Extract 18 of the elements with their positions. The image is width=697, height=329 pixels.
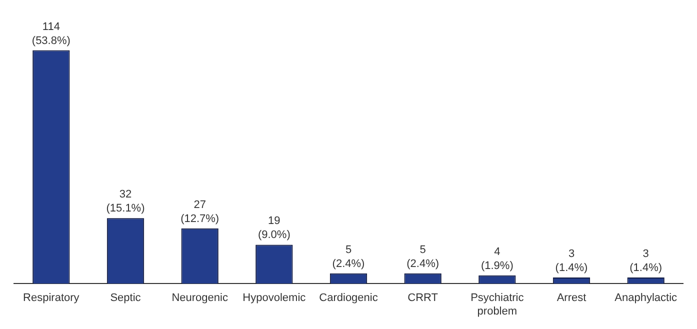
data-label: 5 (2.4%)	[406, 244, 440, 270]
x-tick-label: Arrest	[556, 292, 586, 304]
data-label: 27 (12.7%)	[180, 198, 220, 225]
x-tick-label: Psychiatric problem	[470, 292, 524, 318]
data-label: 3 (1.4%)	[555, 248, 588, 274]
x-tick-label: Cardiogenic	[319, 292, 378, 304]
x-tick-label: Septic	[110, 292, 142, 304]
x-tick-label: Hypovolemic	[242, 292, 306, 304]
x-tick-label: CRRT	[408, 292, 438, 304]
data-label: 32 (15.1%)	[106, 188, 145, 215]
data-label: 5 (2.4%)	[332, 244, 365, 270]
data-label: 3 (1.4%)	[630, 248, 662, 274]
x-tick-label: Anaphylactic	[614, 292, 678, 304]
x-tick-label: Respiratory	[23, 292, 80, 304]
data-label: 4 (1.9%)	[480, 246, 514, 272]
data-label: 19 (9.0%)	[258, 215, 290, 242]
x-tick-label: Neurogenic	[172, 292, 228, 304]
data-label: 114 (53.8%)	[32, 20, 70, 47]
